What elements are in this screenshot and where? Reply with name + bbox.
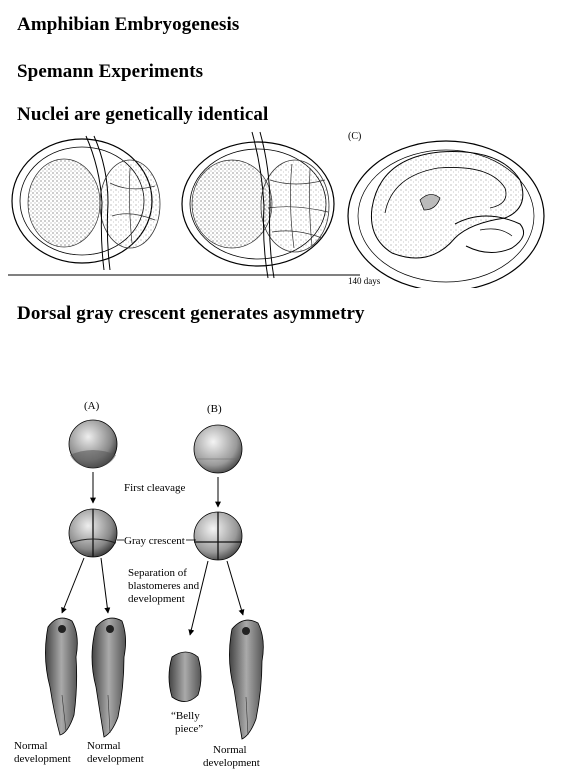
- caption-fragment: 140 days: [348, 276, 381, 286]
- ligated-egg-2: [181, 131, 335, 279]
- section-heading-gray-crescent: Dorsal gray crescent generates asymmetry: [17, 303, 365, 324]
- separation-label-line3: development: [128, 593, 185, 605]
- page-title: Amphibian Embryogenesis: [17, 14, 240, 35]
- normal-development-3-line2: development: [203, 757, 260, 769]
- nuclei-experiment-figure: (C) 140 days: [8, 131, 545, 288]
- belly-piece-label-line1: “Belly: [171, 710, 200, 722]
- egg-a-cleaved: [68, 508, 118, 558]
- panel-label-b: (B): [207, 403, 222, 415]
- section-heading-nuclei: Nuclei are genetically identical: [17, 104, 269, 125]
- belly-piece-label-line2: piece”: [175, 723, 203, 735]
- tadpole-a-right: [91, 617, 126, 738]
- normal-development-2-line2: development: [87, 753, 144, 765]
- egg-b-uncleaved: [193, 424, 243, 474]
- ligated-egg-1: [11, 135, 161, 271]
- separation-label-line2: blastomeres and: [128, 580, 200, 592]
- separation-label-line1: Separation of: [128, 567, 187, 579]
- normal-development-3-line1: Normal: [213, 744, 247, 756]
- panel-label-c: (C): [348, 131, 361, 142]
- egg-b-cleaved: [193, 511, 243, 561]
- subtitle: Spemann Experiments: [17, 61, 204, 82]
- tadpole-b-right: [229, 619, 264, 740]
- normal-development-1-line2: development: [14, 753, 71, 765]
- gray-crescent-label: Gray crescent: [124, 535, 185, 547]
- normal-development-1-line1: Normal: [14, 740, 48, 752]
- embryo-in-membrane: [347, 140, 545, 288]
- gray-crescent-figure: (A) (B) First cleavage Gray crescent Sep…: [14, 400, 264, 769]
- egg-a-uncleaved: [68, 419, 118, 469]
- panel-label-a: (A): [84, 400, 100, 412]
- first-cleavage-label: First cleavage: [124, 482, 186, 494]
- normal-development-2-line1: Normal: [87, 740, 121, 752]
- tadpole-a-left: [45, 617, 78, 736]
- belly-piece: [168, 651, 202, 702]
